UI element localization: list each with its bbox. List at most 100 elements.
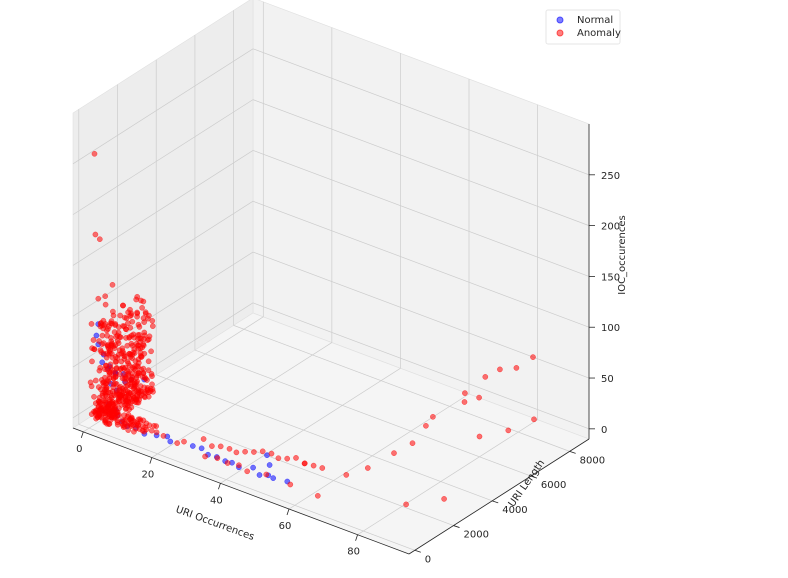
point-anomaly [301,460,308,467]
y-tick-label: 0 [425,554,431,565]
point-anomaly-cluster [129,342,136,349]
point-anomaly [403,501,409,508]
point-anomaly [160,433,167,439]
grid-line-z-side [72,99,254,215]
point-anomaly-cluster [138,297,144,304]
point-anomaly-cluster [123,315,130,322]
point-anomaly [202,453,208,460]
point-anomaly-cluster [112,354,119,360]
grid-line-y-floor [233,325,570,452]
point-anomaly-cluster [103,327,110,334]
point-anomaly-cluster [145,358,152,365]
point-anomaly [117,312,124,319]
point-anomaly [409,440,416,447]
point-anomaly-cluster [100,317,107,324]
point-anomaly-cluster [130,331,137,338]
point-anomaly [101,322,107,329]
point-anomaly [226,445,233,452]
point-anomaly [462,390,468,396]
grid-line-y-floor [78,423,415,551]
point-anomaly [364,465,371,471]
y-axis-line [408,438,590,555]
point-anomaly-cluster [120,302,127,309]
point-anomaly-cluster [106,401,113,408]
point-anomaly [139,374,146,380]
point-anomaly-cluster [135,387,142,393]
grid-line-z-back [252,302,590,430]
legend-label-anomaly: Anomaly [577,28,621,39]
grid-line-y-floor [156,374,493,502]
point-anomaly-cluster [135,416,142,423]
point-anomaly-cluster [105,351,112,358]
point-anomaly-cluster [97,347,104,353]
x-tick-label: 60 [279,521,292,532]
x-axis-label: URI Occurrences [174,504,256,543]
point-anomaly-cluster [88,321,95,327]
point-anomaly-cluster [148,348,154,355]
point-anomaly [244,468,251,475]
point-anomaly [482,374,489,380]
point-anomaly [200,436,207,442]
point-anomaly [127,421,134,428]
grid-line-z-back [252,99,590,226]
point-anomaly-cluster [107,389,114,396]
point-anomaly [259,448,266,455]
point-anomaly [497,366,503,373]
point-anomaly-cluster [131,384,138,391]
point-anomaly-cluster [123,335,129,341]
point-anomaly [505,427,512,434]
grid-line-z-back [252,200,590,328]
point-anomaly [531,416,537,423]
point-anomaly [293,455,299,461]
point-anomaly [314,492,321,499]
x-tick-label: 0 [76,444,82,455]
grid-line-z-side [72,150,254,266]
point-anomaly [343,472,350,478]
point-anomaly [217,443,224,450]
y-tick-mark [569,450,576,454]
point-normal [93,332,100,339]
z-axis-label: IOC_occurences [617,215,628,295]
y-tick-label: 8000 [580,455,605,466]
point-normal [266,462,273,468]
point-anomaly [114,409,120,416]
x-axis-line [72,427,410,555]
point-anomaly-cluster [101,402,107,408]
z-tick-label: 200 [601,222,620,233]
point-anomaly [122,416,129,423]
x-tick-label: 40 [210,495,223,506]
point-anomaly-cluster [149,381,155,388]
tick-labels: 0 20 40 60 80 0 2000 4000 6000 8000 0 50 100 150 200 25… [76,171,620,565]
point-anomaly-cluster [108,406,115,412]
point-anomaly-cluster [118,420,125,426]
z-tick-label: 0 [601,425,607,436]
grid-line-z-back [252,150,590,277]
y-tick-mark [453,525,460,528]
grid-line-x-floor [357,419,538,536]
point-normal [99,359,106,366]
point-anomaly [95,295,102,302]
point-anomaly [96,236,103,243]
y-tick-label: 4000 [502,505,527,516]
point-anomaly [140,423,146,430]
point-anomaly-cluster [145,367,152,374]
grid-line-y-floor [117,399,454,526]
point-anomaly-cluster [146,333,153,340]
grid-lines [72,1,590,551]
point-anomaly [461,399,468,405]
point-anomaly-cluster [139,304,145,311]
point-anomaly [174,440,181,446]
point-anomaly [287,481,294,488]
point-anomaly-cluster [91,346,98,353]
grid-line-z-side [72,251,254,368]
data-points [87,150,537,508]
x-tick-mark [218,483,221,490]
point-anomaly [135,370,142,376]
point-anomaly [233,449,240,456]
legend-marker-normal [556,16,564,24]
point-anomaly-cluster [122,379,129,386]
point-anomaly-cluster [126,406,133,413]
point-anomaly [116,391,123,397]
point-anomaly-cluster [140,315,147,321]
point-anomaly [114,337,121,344]
